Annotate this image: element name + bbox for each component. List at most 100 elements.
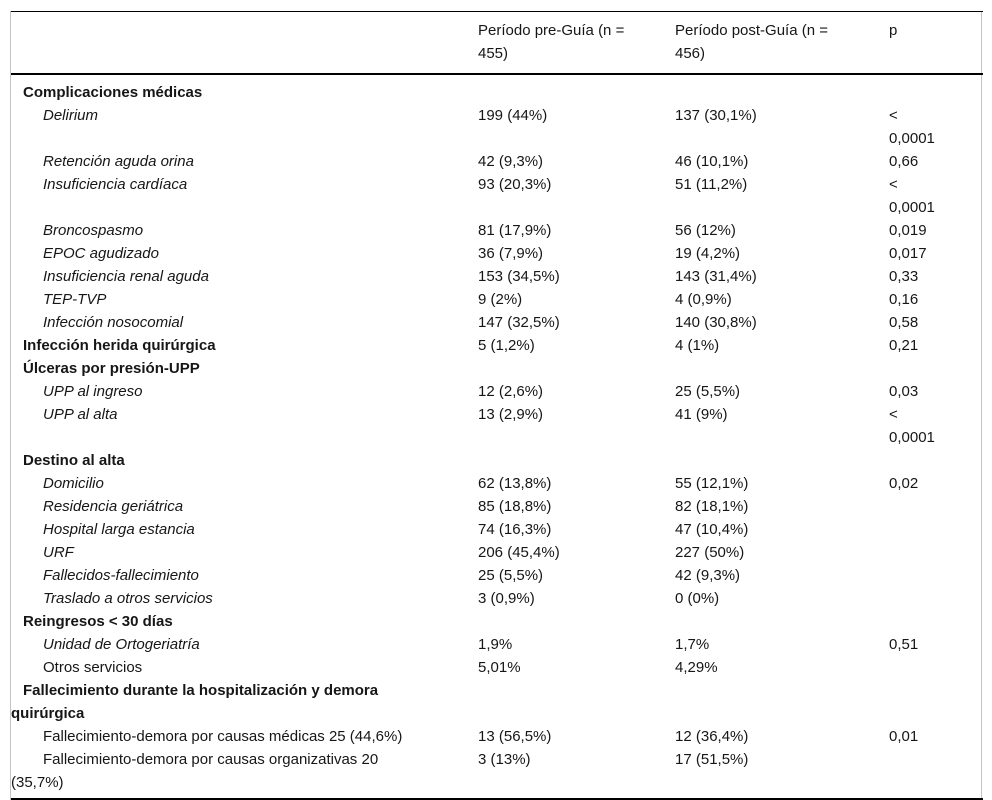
cell-p-value: 0,16 (889, 291, 919, 308)
cell-post-guia: 19 (4,2%) (675, 245, 741, 262)
row-label: Fallecidos-fallecimiento (43, 567, 199, 584)
table-row: Unidad de Ortogeriatría 1,9% 1,7% 0,51 (11, 633, 983, 656)
table-row: Domicilio 62 (13,8%) 55 (12,1%) 0,02 (11, 472, 983, 495)
row-label: Residencia geriátrica (43, 498, 184, 515)
cell-post-guia: 4 (0,9%) (675, 291, 732, 308)
table-row: Residencia geriátrica 85 (18,8%) 82 (18,1%… (11, 495, 983, 518)
cell-post-guia: 227 (50%) (675, 544, 745, 561)
cell-post-guia: 25 (5,5%) (675, 383, 741, 400)
cell-p-value (889, 656, 983, 679)
header-p-value: p (889, 22, 898, 39)
cell-post-guia: 82 (18,1%) (675, 498, 749, 515)
cell-p-value (889, 495, 983, 518)
header-empty-cell (11, 12, 478, 75)
header-post-guia: Período post-Guía (n = 456) (675, 22, 829, 62)
cell-pre-guia: 36 (7,9%) (478, 245, 544, 262)
cell-post-guia: 17 (51,5%) (675, 751, 749, 768)
row-label: Destino al alta (23, 452, 125, 469)
cell-p-value: 0,019 (889, 222, 927, 239)
table-row: EPOC agudizado 36 (7,9%) 19 (4,2%) 0,017 (11, 242, 983, 265)
cell-post-guia: 56 (12%) (675, 222, 736, 239)
header-pre-guia: Período pre-Guía (n = 455) (478, 22, 625, 62)
cell-p-value: < 0,0001 (889, 176, 935, 216)
table-header: Período pre-Guía (n = 455) Período post-… (11, 12, 983, 75)
cell-pre-guia: 3 (0,9%) (478, 590, 535, 607)
cell-post-guia: 41 (9%) (675, 406, 728, 423)
table-row: URF 206 (45,4%) 227 (50%) (11, 541, 983, 564)
row-label: Úlceras por presión-UPP (23, 360, 200, 377)
cell-p-value (889, 541, 983, 564)
row-label: Reingresos < 30 días (23, 613, 173, 630)
row-label: Infección herida quirúrgica (23, 337, 216, 354)
cell-post-guia: 140 (30,8%) (675, 314, 757, 331)
cell-pre-guia (478, 610, 675, 633)
cell-p-value: 0,33 (889, 268, 919, 285)
cell-pre-guia: 206 (45,4%) (478, 544, 560, 561)
table-row: Hospital larga estancia 74 (16,3%) 47 (10,… (11, 518, 983, 541)
table-row: Traslado a otros servicios 3 (0,9%) 0 (0%) (11, 587, 983, 610)
table-row: UPP al ingreso 12 (2,6%) 25 (5,5%) 0,03 (11, 380, 983, 403)
cell-pre-guia: 13 (2,9%) (478, 406, 544, 423)
table-row: Reingresos < 30 días (11, 610, 983, 633)
row-label: Fallecimiento-demora por causas médicas … (43, 728, 403, 745)
cell-post-guia: 12 (36,4%) (675, 728, 749, 745)
cell-p-value (889, 587, 983, 610)
row-label: Fallecimiento durante la hospitalización… (11, 682, 379, 722)
cell-post-guia (675, 679, 889, 725)
cell-pre-guia (478, 74, 675, 104)
cell-p-value (889, 449, 983, 472)
cell-pre-guia: 42 (9,3%) (478, 153, 544, 170)
cell-post-guia: 1,7% (675, 636, 710, 653)
cell-p-value (889, 518, 983, 541)
row-label: Infección nosocomial (43, 314, 184, 331)
row-label: Delirium (43, 107, 99, 124)
cell-p-value: 0,21 (889, 337, 919, 354)
row-label: UPP al alta (43, 406, 118, 423)
cell-post-guia: 42 (9,3%) (675, 567, 741, 584)
row-label: Broncospasmo (43, 222, 144, 239)
cell-post-guia: 51 (11,2%) (675, 176, 748, 193)
cell-p-value: 0,66 (889, 153, 919, 170)
cell-pre-guia: 25 (5,5%) (478, 567, 544, 584)
cell-pre-guia: 1,9% (478, 636, 513, 653)
row-label: Otros servicios (43, 659, 143, 676)
cell-post-guia (675, 610, 889, 633)
cell-pre-guia (478, 679, 675, 725)
row-label: Unidad de Ortogeriatría (43, 636, 200, 653)
table-row: Fallecidos-fallecimiento 25 (5,5%) 42 (9,3… (11, 564, 983, 587)
table-row: Insuficiencia renal aguda 153 (34,5%) 143 … (11, 265, 983, 288)
table-row: TEP-TVP 9 (2%) 4 (0,9%) 0,16 (11, 288, 983, 311)
row-label: TEP-TVP (43, 291, 107, 308)
cell-pre-guia (478, 449, 675, 472)
cell-post-guia: 143 (31,4%) (675, 268, 757, 285)
cell-p-value (889, 748, 983, 799)
cell-post-guia: 4,29% (675, 659, 718, 676)
cell-pre-guia: 12 (2,6%) (478, 383, 544, 400)
row-label: Retención aguda orina (43, 153, 194, 170)
row-label: Domicilio (43, 475, 104, 492)
row-label: Fallecimiento-demora por causas organiza… (11, 751, 379, 791)
table-row: UPP al alta 13 (2,9%) 41 (9%) < 0,0001 (11, 403, 983, 449)
cell-pre-guia: 5 (1,2%) (478, 337, 535, 354)
table-row: Infección herida quirúrgica 5 (1,2%) 4 (1%… (11, 334, 983, 357)
table-row: Delirium 199 (44%) 137 (30,1%) < 0,0001 (11, 104, 983, 150)
table-row: Fallecimiento-demora por causas médicas … (11, 725, 983, 748)
table-row: Destino al alta (11, 449, 983, 472)
table-row: Infección nosocomial 147 (32,5%) 140 (30,8… (11, 311, 983, 334)
cell-p-value: 0,01 (889, 728, 919, 745)
cell-pre-guia: 13 (56,5%) (478, 728, 552, 745)
cell-pre-guia: 85 (18,8%) (478, 498, 552, 515)
cell-p-value: < 0,0001 (889, 107, 935, 147)
row-label: Insuficiencia cardíaca (43, 176, 188, 193)
cell-pre-guia: 93 (20,3%) (478, 176, 552, 193)
cell-p-value: 0,58 (889, 314, 919, 331)
row-label: UPP al ingreso (43, 383, 143, 400)
cell-post-guia (675, 74, 889, 104)
cell-pre-guia: 9 (2%) (478, 291, 523, 308)
table-row: Insuficiencia cardíaca 93 (20,3%) 51 (11,2… (11, 173, 983, 219)
cell-p-value (889, 610, 983, 633)
table-row: Fallecimiento durante la hospitalización… (11, 679, 983, 725)
row-label: URF (43, 544, 74, 561)
table-body: Complicaciones médicas Delirium 199 (44%) 1… (11, 74, 983, 799)
cell-post-guia: 55 (12,1%) (675, 475, 749, 492)
